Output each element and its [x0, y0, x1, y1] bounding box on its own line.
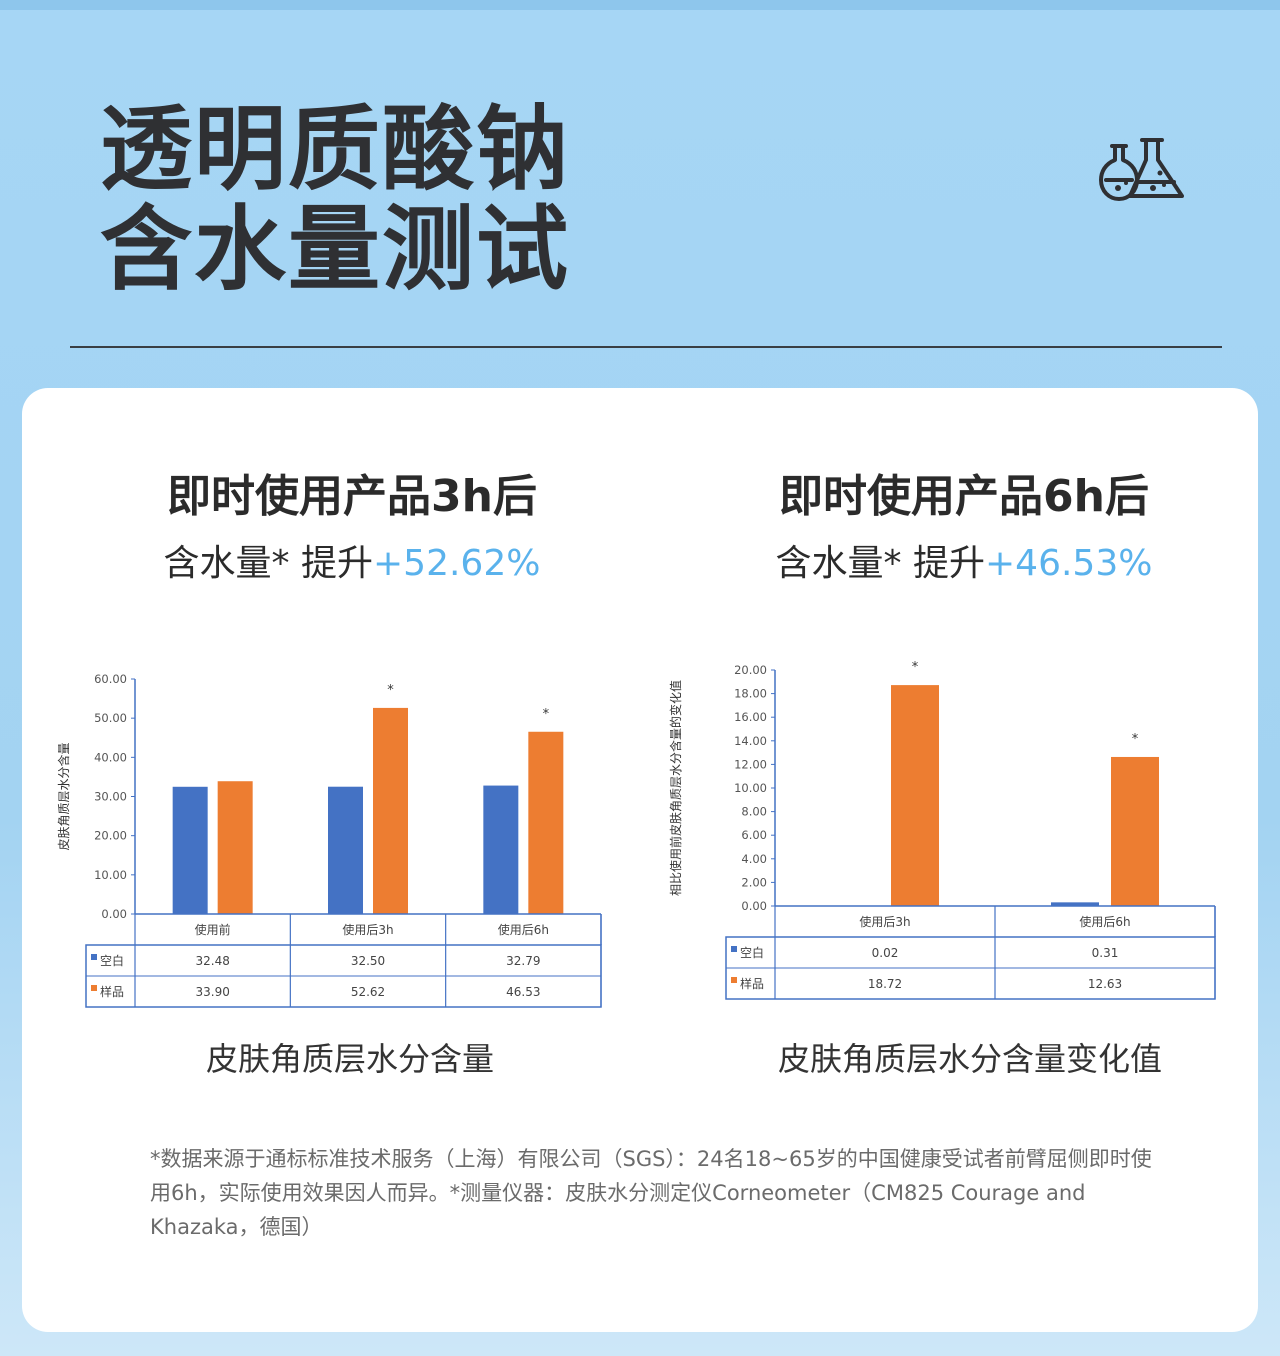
data-label: 33.90	[195, 985, 229, 999]
bar-blank	[483, 785, 519, 914]
y-tick-label: 20.00	[734, 663, 767, 677]
category-label: 使用后3h	[859, 914, 910, 929]
moisture-content-chart: 皮肤角质层水分含量 0.00 10.00 20.00 30.00 40.00 50.00 60…	[56, 672, 602, 1008]
significance-marker: *	[387, 683, 394, 698]
y-tick-label: 8.00	[741, 805, 767, 819]
panel-3h-increase: +52.62%	[373, 543, 541, 584]
y-tick-label: 18.00	[734, 687, 767, 701]
panel-3h-sub-prefix: 含水量* 提升	[163, 543, 373, 584]
y-axis-label: 相比使用前皮肤角质层水分含量的变化值	[668, 680, 683, 896]
legend-entry: 样品	[740, 976, 764, 991]
y-tick-label: 40.00	[94, 750, 127, 764]
data-label: 52.62	[351, 985, 385, 999]
bar-sample	[217, 781, 253, 914]
category-label: 使用前	[195, 922, 231, 937]
data-label: 32.50	[351, 954, 385, 968]
legend-swatch	[731, 977, 737, 983]
data-label: 46.53	[506, 985, 540, 999]
y-tick-label: 0.00	[101, 907, 127, 921]
panel-6h-subheading: 含水量* 提升+46.53%	[674, 534, 1254, 586]
y-tick-label: 10.00	[734, 781, 767, 795]
y-tick-label: 30.00	[94, 790, 127, 804]
page-title: 透明质酸钠 含水量测试	[100, 100, 570, 300]
category-label: 使用后3h	[342, 922, 393, 937]
panel-6h-heading: 即时使用产品6h后	[779, 471, 1149, 522]
bar-sample	[1111, 756, 1159, 906]
data-label: 32.48	[195, 954, 229, 968]
data-label: 12.63	[1088, 977, 1122, 991]
results-card: 即时使用产品3h后 含水量* 提升+52.62% 即时使用产品6h后 含水量* …	[22, 388, 1258, 1332]
title-divider	[70, 346, 1222, 348]
y-tick-label: 20.00	[94, 829, 127, 843]
category-label: 使用后6h	[498, 922, 549, 937]
significance-marker: *	[1132, 732, 1139, 747]
data-label: 32.79	[506, 954, 540, 968]
y-tick-label: 2.00	[741, 875, 767, 889]
bar-blank	[1051, 902, 1099, 906]
legend-entry: 空白	[740, 945, 764, 960]
y-tick-label: 60.00	[94, 672, 127, 686]
data-label: 0.02	[872, 946, 899, 960]
moisture-change-chart: 相比使用前皮肤角质层水分含量的变化值 0.00 2.00 4.00 6.00 8.00 10…	[668, 660, 1216, 1000]
bar-blank	[328, 786, 363, 914]
legend-swatch	[91, 954, 97, 960]
legend-swatch	[731, 946, 737, 952]
significance-marker: *	[543, 707, 550, 722]
panel-6h-header: 即时使用产品6h后 含水量* 提升+46.53%	[674, 460, 1254, 586]
y-tick-label: 4.00	[741, 852, 767, 866]
data-label: 18.72	[868, 977, 902, 991]
panel-6h-sub-prefix: 含水量* 提升	[775, 543, 985, 584]
bar-sample	[373, 707, 408, 914]
legend-entry: 样品	[100, 984, 124, 999]
footnote: *数据来源于通标标准技术服务（上海）有限公司（SGS）：24名18~65岁的中国…	[150, 1147, 1152, 1239]
title-line-1: 透明质酸钠	[100, 96, 571, 203]
title-line-2: 含水量测试	[100, 196, 571, 303]
bar-blank	[172, 786, 208, 914]
panel-6h-increase: +46.53%	[985, 543, 1153, 584]
data-label: 0.31	[1092, 946, 1119, 960]
chart-1-title: 皮肤角质层水分含量	[205, 1040, 494, 1078]
panel-3h-subheading: 含水量* 提升+52.62%	[62, 534, 642, 586]
legend-swatch	[91, 985, 97, 991]
bar-sample	[891, 685, 939, 906]
y-tick-label: 14.00	[734, 734, 767, 748]
lab-flasks-icon	[1099, 138, 1184, 201]
significance-marker: *	[912, 660, 919, 675]
top-strip	[0, 0, 1280, 10]
category-label: 使用后6h	[1079, 914, 1130, 929]
chart-2-title: 皮肤角质层水分含量变化值	[777, 1040, 1162, 1078]
y-tick-label: 50.00	[94, 711, 127, 725]
legend-entry: 空白	[100, 953, 124, 968]
y-tick-label: 10.00	[94, 868, 127, 882]
panel-3h-header: 即时使用产品3h后 含水量* 提升+52.62%	[62, 460, 642, 586]
panel-3h-heading: 即时使用产品3h后	[167, 471, 537, 522]
y-tick-label: 6.00	[741, 828, 767, 842]
y-axis-label: 皮肤角质层水分含量	[56, 742, 71, 850]
y-tick-label: 0.00	[741, 899, 767, 913]
y-tick-label: 12.00	[734, 757, 767, 771]
bar-sample	[528, 731, 564, 914]
y-tick-label: 16.00	[734, 710, 767, 724]
